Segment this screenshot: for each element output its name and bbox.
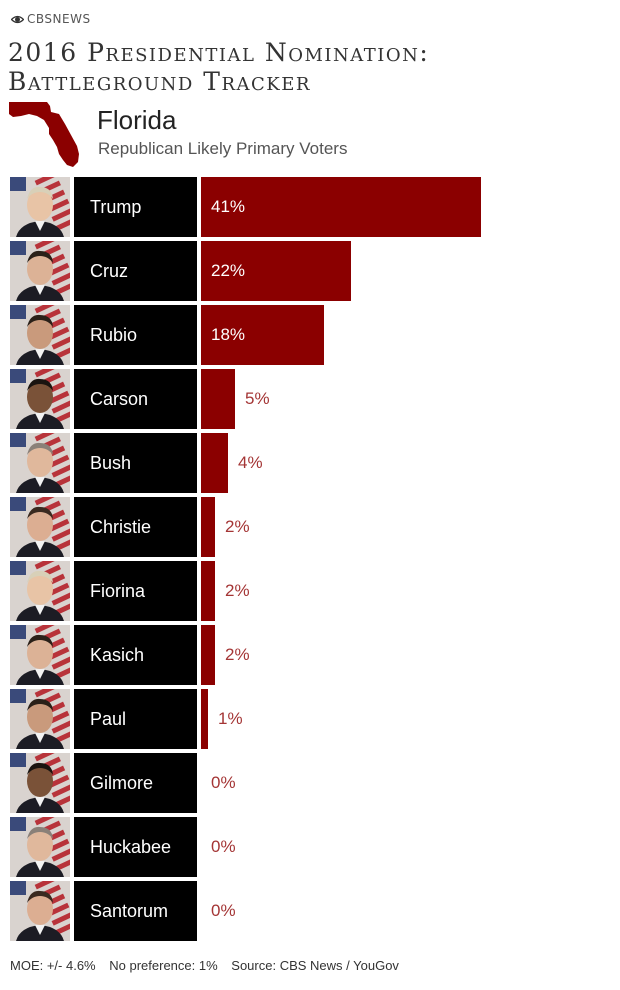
candidate-name-cruz: Cruz xyxy=(74,241,197,301)
candidate-photo-cruz xyxy=(10,241,70,301)
value-label-cruz: 22% xyxy=(211,261,246,280)
candidate-name-trump: Trump xyxy=(74,177,197,237)
bar-paul xyxy=(201,689,208,749)
footer: MOE: +/- 4.6% No preference: 1% Source: … xyxy=(10,958,409,973)
candidate-photo-christie xyxy=(10,497,70,557)
bar-row-paul: Paul 1% xyxy=(10,689,610,749)
candidate-name-gilmore: Gilmore xyxy=(74,753,197,813)
candidate-name-paul: Paul xyxy=(74,689,197,749)
chart-subtitle: Republican Likely Primary Voters xyxy=(98,139,348,158)
bar-christie xyxy=(201,497,215,557)
candidate-photo-gilmore xyxy=(10,753,70,813)
chart-title: 2016 Presidential Nomination: Battlegrou… xyxy=(8,38,608,96)
value-label-fiorina: 2% xyxy=(225,581,250,600)
candidate-photo-paul xyxy=(10,689,70,749)
chart-title-line-1: 2016 Presidential Nomination: xyxy=(8,38,430,67)
candidate-name-carson: Carson xyxy=(74,369,197,429)
bar-cruz xyxy=(201,241,351,301)
bar-bush xyxy=(201,433,228,493)
value-label-christie: 2% xyxy=(225,517,250,536)
state-name: Florida xyxy=(97,105,177,135)
value-label-kasich: 2% xyxy=(225,645,250,664)
value-label-huckabee: 0% xyxy=(211,837,236,856)
candidate-photo-fiorina xyxy=(10,561,70,621)
bar-row-rubio: Rubio 18% xyxy=(10,305,610,365)
value-label-paul: 1% xyxy=(218,709,243,728)
candidate-photo-bush xyxy=(10,433,70,493)
footer-no-preference: No preference: 1% xyxy=(109,958,218,973)
florida-map-icon xyxy=(9,102,79,167)
candidate-name-santorum: Santorum xyxy=(74,881,197,941)
candidate-name-rubio: Rubio xyxy=(74,305,197,365)
bar-row-kasich: Kasich 2% xyxy=(10,625,610,685)
bar-kasich xyxy=(201,625,215,685)
candidate-name-fiorina: Fiorina xyxy=(74,561,197,621)
bar-chart: Trump 41% Cruz 22% Rubio 18% Carson 5% Bush 4% Chr… xyxy=(10,177,610,941)
chart-title-line-2: Battleground Tracker xyxy=(8,67,311,96)
bar-fiorina xyxy=(201,561,215,621)
value-label-trump: 41% xyxy=(211,197,246,216)
value-label-carson: 5% xyxy=(245,389,270,408)
bar-row-carson: Carson 5% xyxy=(10,369,610,429)
value-label-bush: 4% xyxy=(238,453,263,472)
bar-carson xyxy=(201,369,235,429)
value-label-gilmore: 0% xyxy=(211,773,236,792)
footer-source: Source: CBS News / YouGov xyxy=(231,958,399,973)
footer-moe: MOE: +/- 4.6% xyxy=(10,958,96,973)
candidate-name-bush: Bush xyxy=(74,433,197,493)
bar-row-huckabee: Huckabee 0% xyxy=(10,817,610,877)
candidate-name-kasich: Kasich xyxy=(74,625,197,685)
bar-row-christie: Christie 2% xyxy=(10,497,610,557)
bar-row-bush: Bush 4% xyxy=(10,433,610,493)
value-label-rubio: 18% xyxy=(211,325,246,344)
candidate-photo-carson xyxy=(10,369,70,429)
cbs-eye-icon xyxy=(11,15,24,23)
cbs-news-logo: CBSNEWS xyxy=(11,11,91,27)
candidate-name-huckabee: Huckabee xyxy=(74,817,197,877)
candidate-name-christie: Christie xyxy=(74,497,197,557)
bar-row-trump: Trump 41% xyxy=(10,177,610,237)
brand-text: CBSNEWS xyxy=(27,12,91,26)
candidate-photo-kasich xyxy=(10,625,70,685)
value-label-santorum: 0% xyxy=(211,901,236,920)
bar-row-cruz: Cruz 22% xyxy=(10,241,610,301)
candidate-photo-trump xyxy=(10,177,70,237)
bar-row-gilmore: Gilmore 0% xyxy=(10,753,610,813)
candidate-photo-rubio xyxy=(10,305,70,365)
bar-trump xyxy=(201,177,481,237)
candidate-photo-santorum xyxy=(10,881,70,941)
bar-rubio xyxy=(201,305,324,365)
bar-row-santorum: Santorum 0% xyxy=(10,881,610,941)
candidate-photo-huckabee xyxy=(10,817,70,877)
bar-row-fiorina: Fiorina 2% xyxy=(10,561,610,621)
